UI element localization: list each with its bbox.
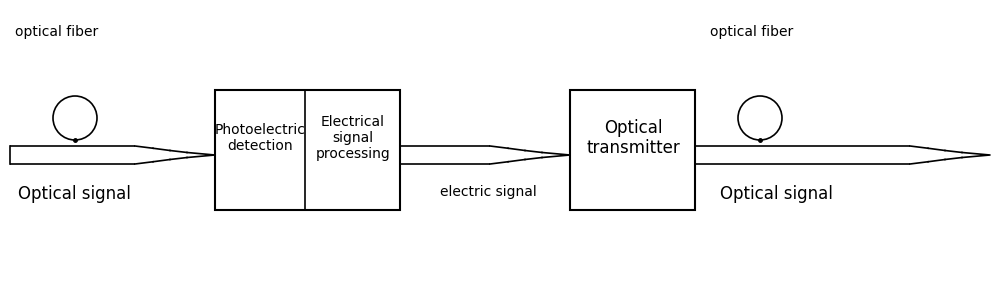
Text: electric signal: electric signal xyxy=(440,185,537,199)
Bar xyxy=(215,90,400,210)
Text: Optical
transmitter: Optical transmitter xyxy=(586,118,680,157)
Text: optical fiber: optical fiber xyxy=(710,25,793,39)
Text: Optical signal: Optical signal xyxy=(18,185,131,203)
Text: Electrical
signal
processing: Electrical signal processing xyxy=(316,115,390,161)
Text: Photoelectric
detection: Photoelectric detection xyxy=(215,123,305,153)
Bar xyxy=(570,90,695,210)
Text: optical fiber: optical fiber xyxy=(15,25,98,39)
Text: Optical signal: Optical signal xyxy=(720,185,833,203)
